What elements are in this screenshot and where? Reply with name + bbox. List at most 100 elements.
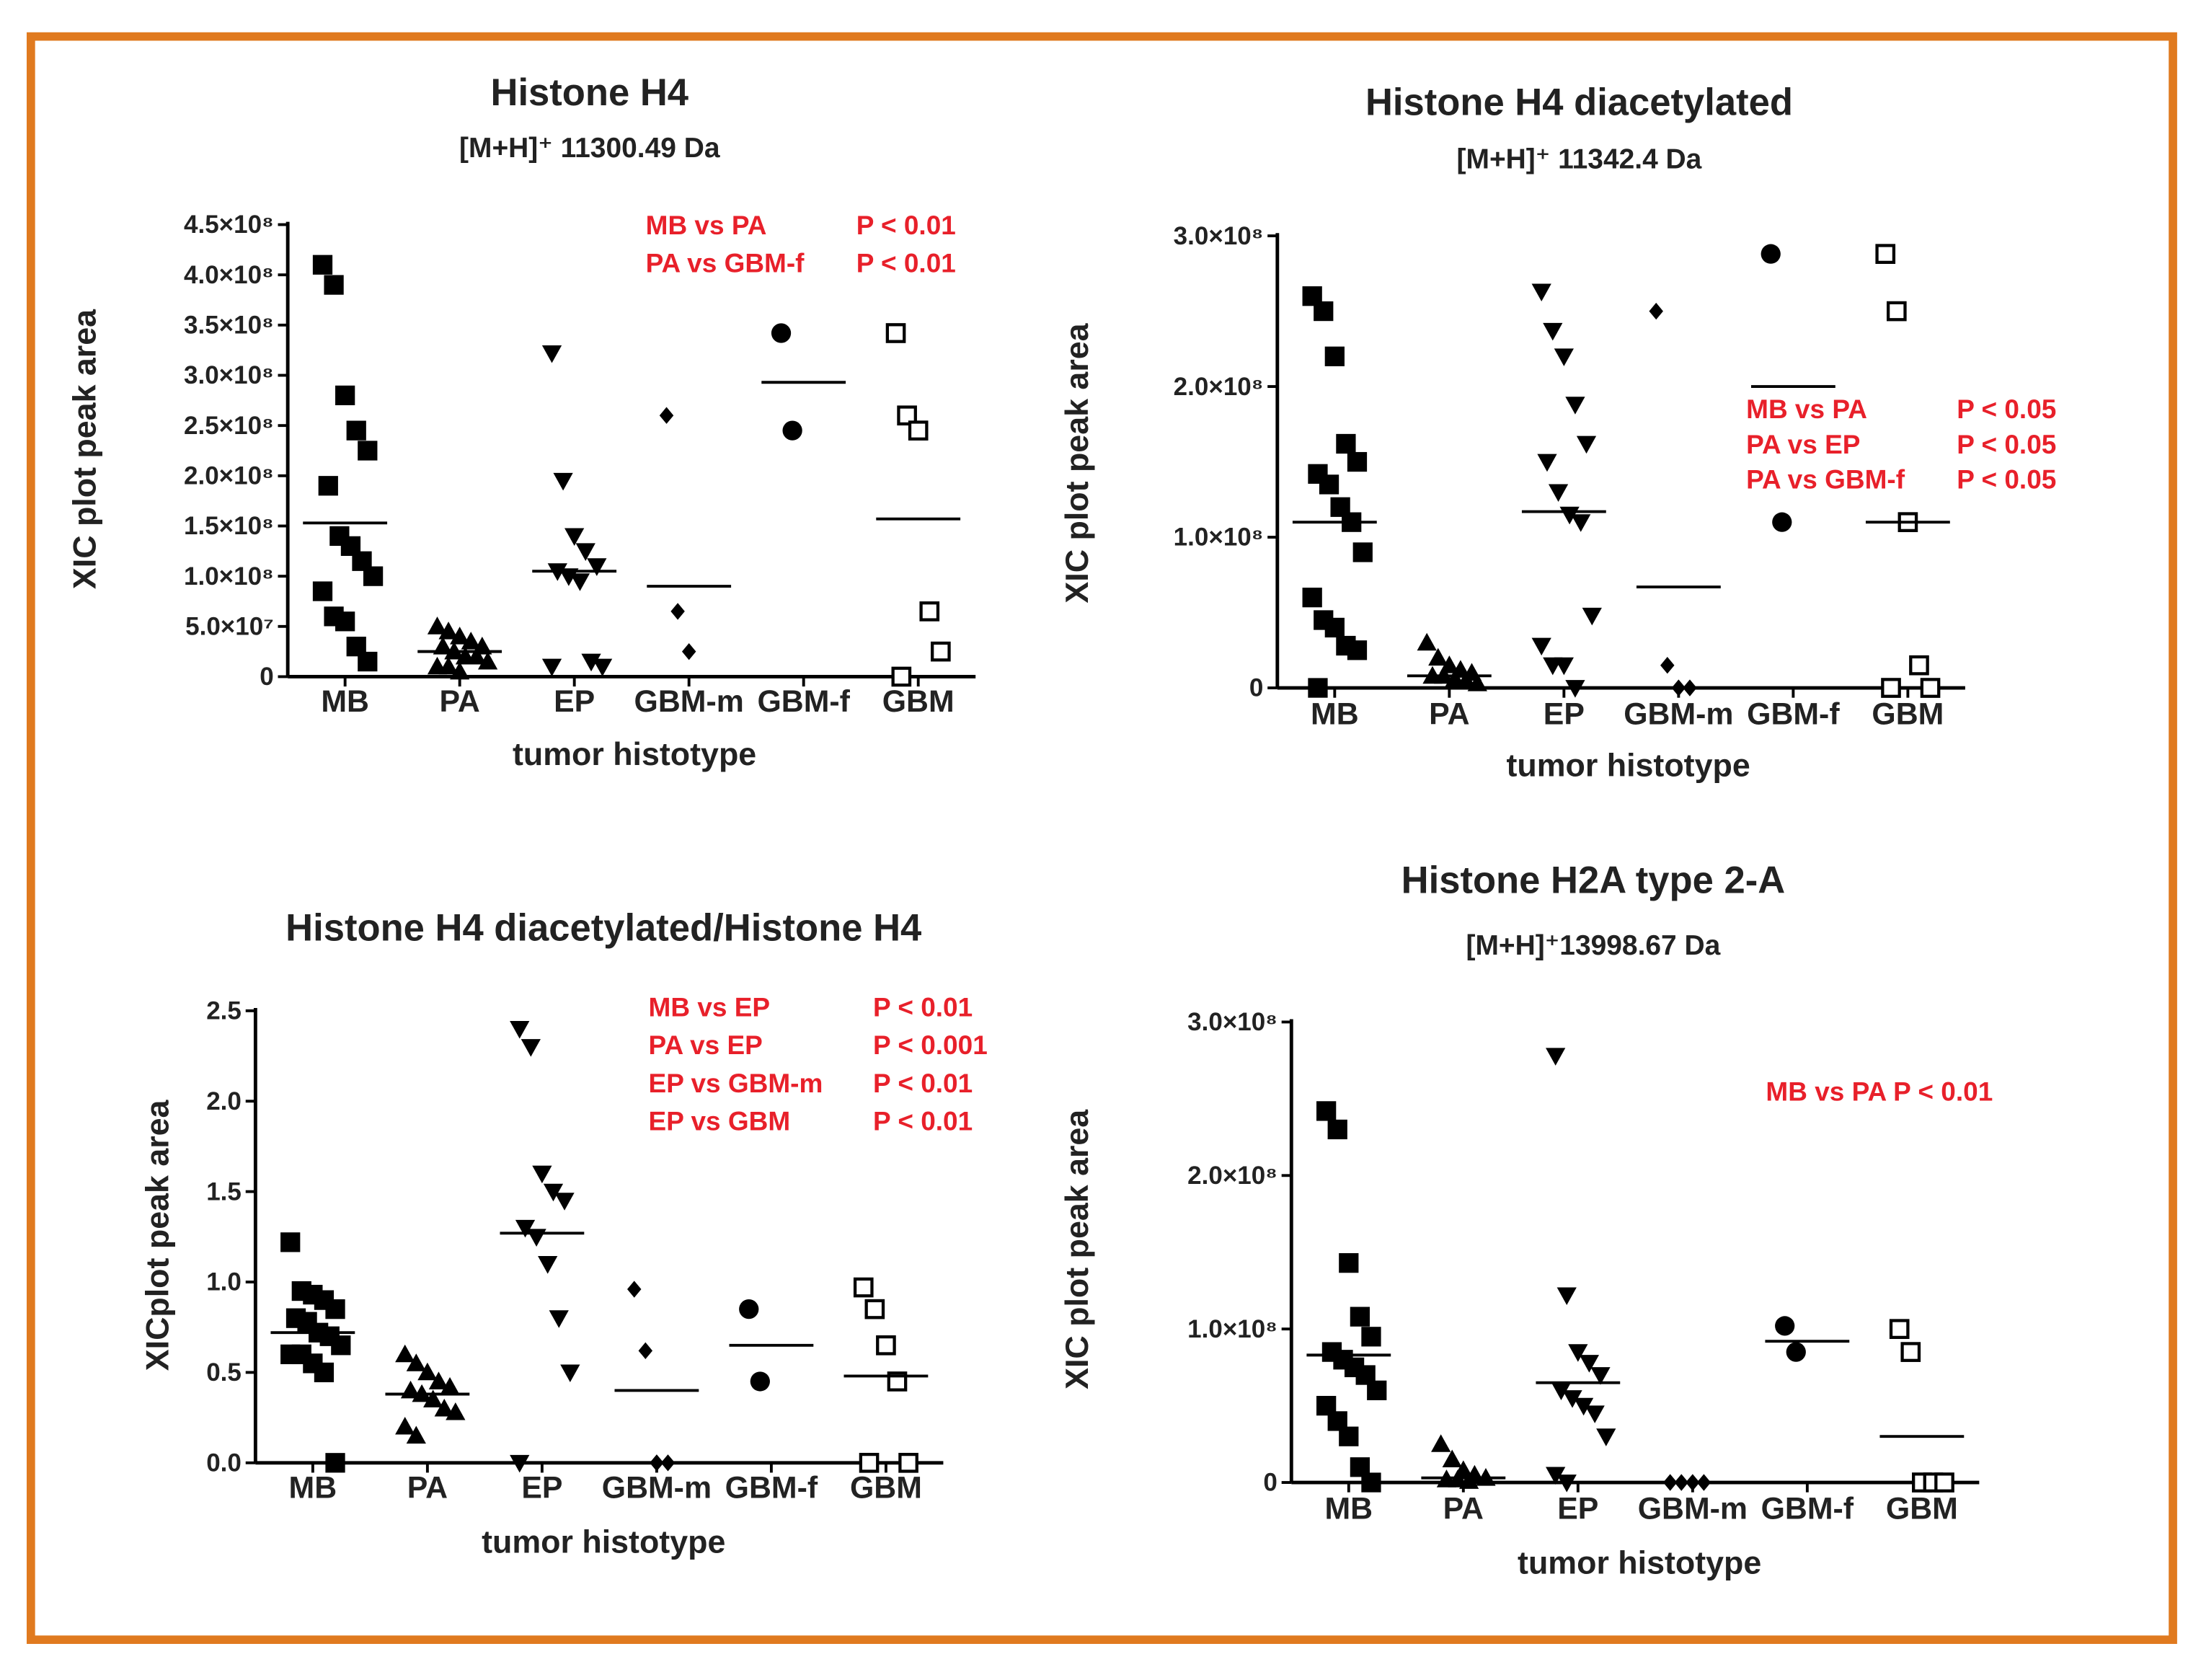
point xyxy=(1551,1382,1572,1400)
point xyxy=(1316,1101,1337,1121)
point xyxy=(1556,1475,1577,1493)
point xyxy=(1585,1405,1605,1423)
annotation: EP vs GBM-m xyxy=(649,1069,823,1098)
x-tick-label: GBM xyxy=(1872,697,1944,732)
point xyxy=(897,405,917,426)
x-tick-label: GBM-m xyxy=(634,684,744,719)
point xyxy=(1772,512,1792,532)
point xyxy=(1573,1397,1594,1416)
y-axis-label: XIC plot peak area xyxy=(66,309,102,589)
y-tick-label: 4.0×10⁸ xyxy=(184,261,274,289)
y-axis-label: XIC plot peak area xyxy=(1059,1109,1095,1389)
point xyxy=(864,1299,885,1319)
point xyxy=(1562,1390,1582,1408)
point xyxy=(1660,657,1675,674)
y-tick-label: 2.0×10⁸ xyxy=(184,462,274,490)
x-tick-label: EP xyxy=(1544,697,1585,732)
point xyxy=(560,1364,580,1383)
point xyxy=(1339,1426,1359,1446)
point xyxy=(434,1398,454,1417)
point xyxy=(543,1183,564,1202)
point xyxy=(325,1299,345,1319)
point xyxy=(782,420,802,441)
point xyxy=(1336,433,1356,454)
point xyxy=(1674,1474,1688,1491)
x-tick-label: MB xyxy=(1325,1492,1373,1526)
point xyxy=(554,1193,575,1211)
point xyxy=(1319,474,1339,495)
chart-title: Histone H4 diacetylated/Histone H4 xyxy=(285,907,921,950)
y-tick-label: 4.5×10⁸ xyxy=(184,211,274,239)
point xyxy=(1546,1048,1566,1066)
frame xyxy=(26,32,2177,1644)
x-axis-label: tumor histotype xyxy=(513,736,756,772)
x-tick-label: GBM-f xyxy=(725,1470,818,1505)
point xyxy=(1314,301,1334,322)
chart-panel: Histone H4 diacetylated/Histone H4 XICplo… xyxy=(140,907,988,1560)
annotation: P < 0.01 xyxy=(856,249,956,278)
point xyxy=(1582,607,1602,626)
x-tick-label: PA xyxy=(1429,697,1469,732)
y-tick-label: 2.0×10⁸ xyxy=(1187,1162,1277,1190)
point xyxy=(1546,1467,1566,1485)
point xyxy=(859,1452,880,1473)
point xyxy=(1352,542,1373,562)
y-tick-label: 0.5 xyxy=(206,1358,242,1387)
point xyxy=(1531,637,1551,656)
point xyxy=(587,558,607,576)
point xyxy=(575,543,595,561)
point xyxy=(1786,1342,1806,1362)
y-tick-label: 0 xyxy=(1249,674,1263,702)
point xyxy=(1590,1367,1611,1385)
point xyxy=(1537,454,1557,472)
x-tick-label: GBM-f xyxy=(1747,697,1840,732)
x-tick-label: EP xyxy=(554,684,595,719)
annotation: P < 0.01 xyxy=(856,211,956,240)
point xyxy=(1543,322,1563,341)
point xyxy=(541,658,562,677)
point xyxy=(324,275,344,295)
y-tick-label: 1.0×10⁸ xyxy=(1187,1315,1277,1343)
point xyxy=(461,632,481,650)
y-tick-label: 5.0×10⁷ xyxy=(185,612,274,640)
point xyxy=(1548,484,1569,502)
y-tick-label: 3.0×10⁸ xyxy=(184,361,274,389)
chart-panel: Histone H4 [M+H]⁺ 11300.49 Da XIC plot pea… xyxy=(66,71,976,772)
chart-title: Histone H2A type 2-A xyxy=(1401,859,1786,901)
point xyxy=(1347,451,1368,472)
point xyxy=(1367,1380,1387,1400)
point xyxy=(650,1454,664,1472)
point xyxy=(559,568,579,586)
point xyxy=(1686,1474,1700,1491)
annotation: P < 0.05 xyxy=(1957,430,2056,459)
point xyxy=(670,603,685,620)
point xyxy=(406,1425,426,1444)
annotation: MB vs PA P < 0.01 xyxy=(1766,1076,1993,1106)
y-tick-label: 0.0 xyxy=(206,1449,242,1477)
x-axis-label: tumor histotype xyxy=(1518,1545,1761,1581)
point xyxy=(427,616,448,635)
x-tick-label: EP xyxy=(1557,1492,1598,1526)
point xyxy=(750,1371,770,1392)
point xyxy=(1554,657,1574,676)
annotation: PA vs GBM-f xyxy=(1746,465,1905,495)
chart-title: Histone H4 xyxy=(490,71,688,114)
point xyxy=(1900,1342,1921,1362)
point xyxy=(1302,588,1322,608)
point xyxy=(931,641,951,662)
annotation: MB vs PA xyxy=(646,211,767,240)
point xyxy=(1308,678,1328,698)
point xyxy=(395,1417,415,1435)
point xyxy=(1565,397,1585,415)
annotation: P < 0.05 xyxy=(1957,465,2056,495)
chart-subtitle: [M+H]⁺ 11300.49 Da xyxy=(459,133,720,164)
point xyxy=(318,476,338,496)
y-tick-label: 1.0 xyxy=(206,1268,242,1296)
y-tick-label: 0 xyxy=(260,663,273,691)
point xyxy=(1886,301,1907,322)
y-tick-label: 1.0×10⁸ xyxy=(184,562,274,591)
point xyxy=(570,573,590,591)
point xyxy=(1571,514,1591,532)
point xyxy=(450,627,470,645)
